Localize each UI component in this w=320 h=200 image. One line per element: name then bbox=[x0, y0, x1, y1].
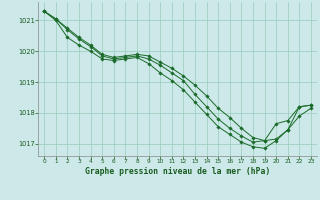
X-axis label: Graphe pression niveau de la mer (hPa): Graphe pression niveau de la mer (hPa) bbox=[85, 167, 270, 176]
